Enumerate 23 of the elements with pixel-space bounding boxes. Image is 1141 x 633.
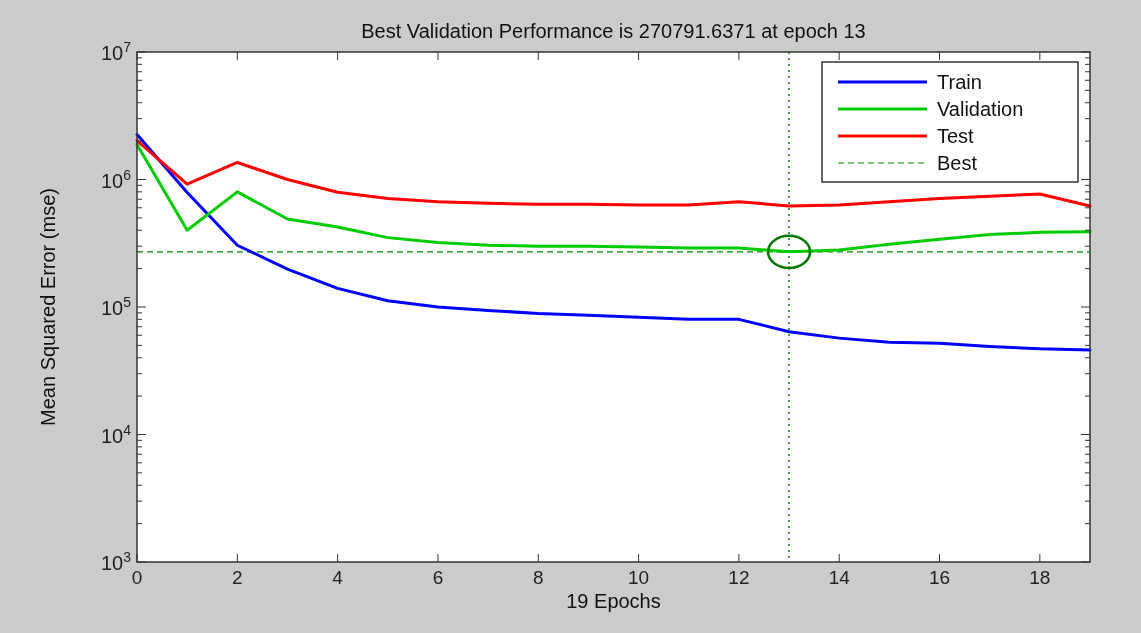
- x-tick-label: 18: [1029, 567, 1051, 588]
- x-tick-label: 8: [532, 567, 544, 588]
- y-tick-label: 10$^{3}$: [100, 549, 132, 574]
- legend-label: Train: [937, 71, 982, 93]
- x-tick-label: 6: [432, 567, 444, 588]
- legend-label: Best: [937, 152, 978, 174]
- x-axis-title: 19 Epochs: [566, 590, 661, 612]
- y-tick-label: 10$^{6}$: [100, 166, 132, 192]
- line-series: [135, 143, 1092, 254]
- x-tick-label: 4: [332, 567, 344, 588]
- y-tick-label: 10$^{5}$: [100, 294, 132, 319]
- chart-title: Best Validation Performance is 270791.6371 at epoch 13: [361, 20, 866, 42]
- x-tick-label: 14: [828, 567, 851, 588]
- y-tick-label: 10$^{7}$: [100, 39, 132, 64]
- x-tick-label: 0: [131, 567, 143, 588]
- y-tick-label: 10$^{4}$: [100, 421, 132, 447]
- x-tick-label: 12: [728, 567, 750, 588]
- x-tick-label: 10: [628, 567, 650, 588]
- x-tick-label: 16: [928, 567, 951, 588]
- y-axis-title: Mean Squared Error (mse): [37, 188, 59, 426]
- legend-label: Test: [937, 125, 975, 147]
- x-tick-label: 2: [232, 567, 243, 588]
- legend-label: Validation: [937, 98, 1024, 120]
